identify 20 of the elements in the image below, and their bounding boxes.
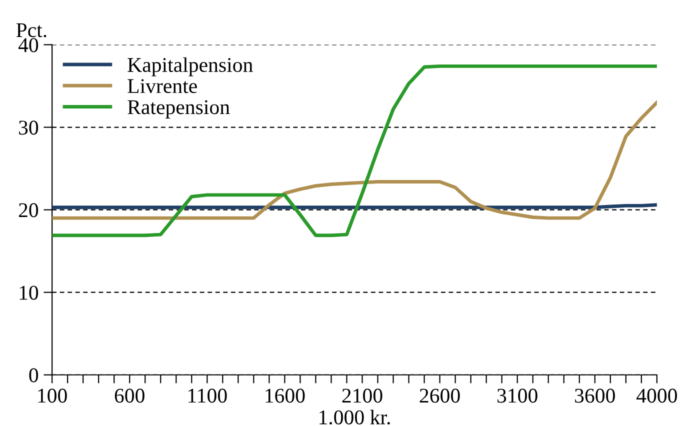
x-axis-title: 1.000 kr. [320,410,390,424]
x-tick-label: 1100 [188,388,227,403]
x-tick-label: 4000 [636,388,677,403]
y-tick-label: 10 [20,286,38,300]
y-tick-label: 20 [18,203,38,218]
y-axis-title: Pct. [16,23,46,38]
x-tick-label: 1600 [266,388,305,403]
y-tick-label: 0 [29,368,38,382]
y-tick-label: 40 [18,38,38,52]
legend-label: Ratepension [128,100,230,118]
y-tick-label: 30 [19,120,38,135]
x-tick-label: 3100 [497,388,538,403]
x-tick-label: 2100 [342,388,382,403]
x-tick-label: 600 [114,388,144,403]
x-tick-label: 3600 [575,388,615,403]
legend-label: Kapitalpension [128,57,253,76]
legend-label: Livrente [128,79,197,94]
line-series [52,100,657,220]
x-tick-label: 2600 [420,388,460,403]
x-tick-label: 100 [38,388,67,403]
